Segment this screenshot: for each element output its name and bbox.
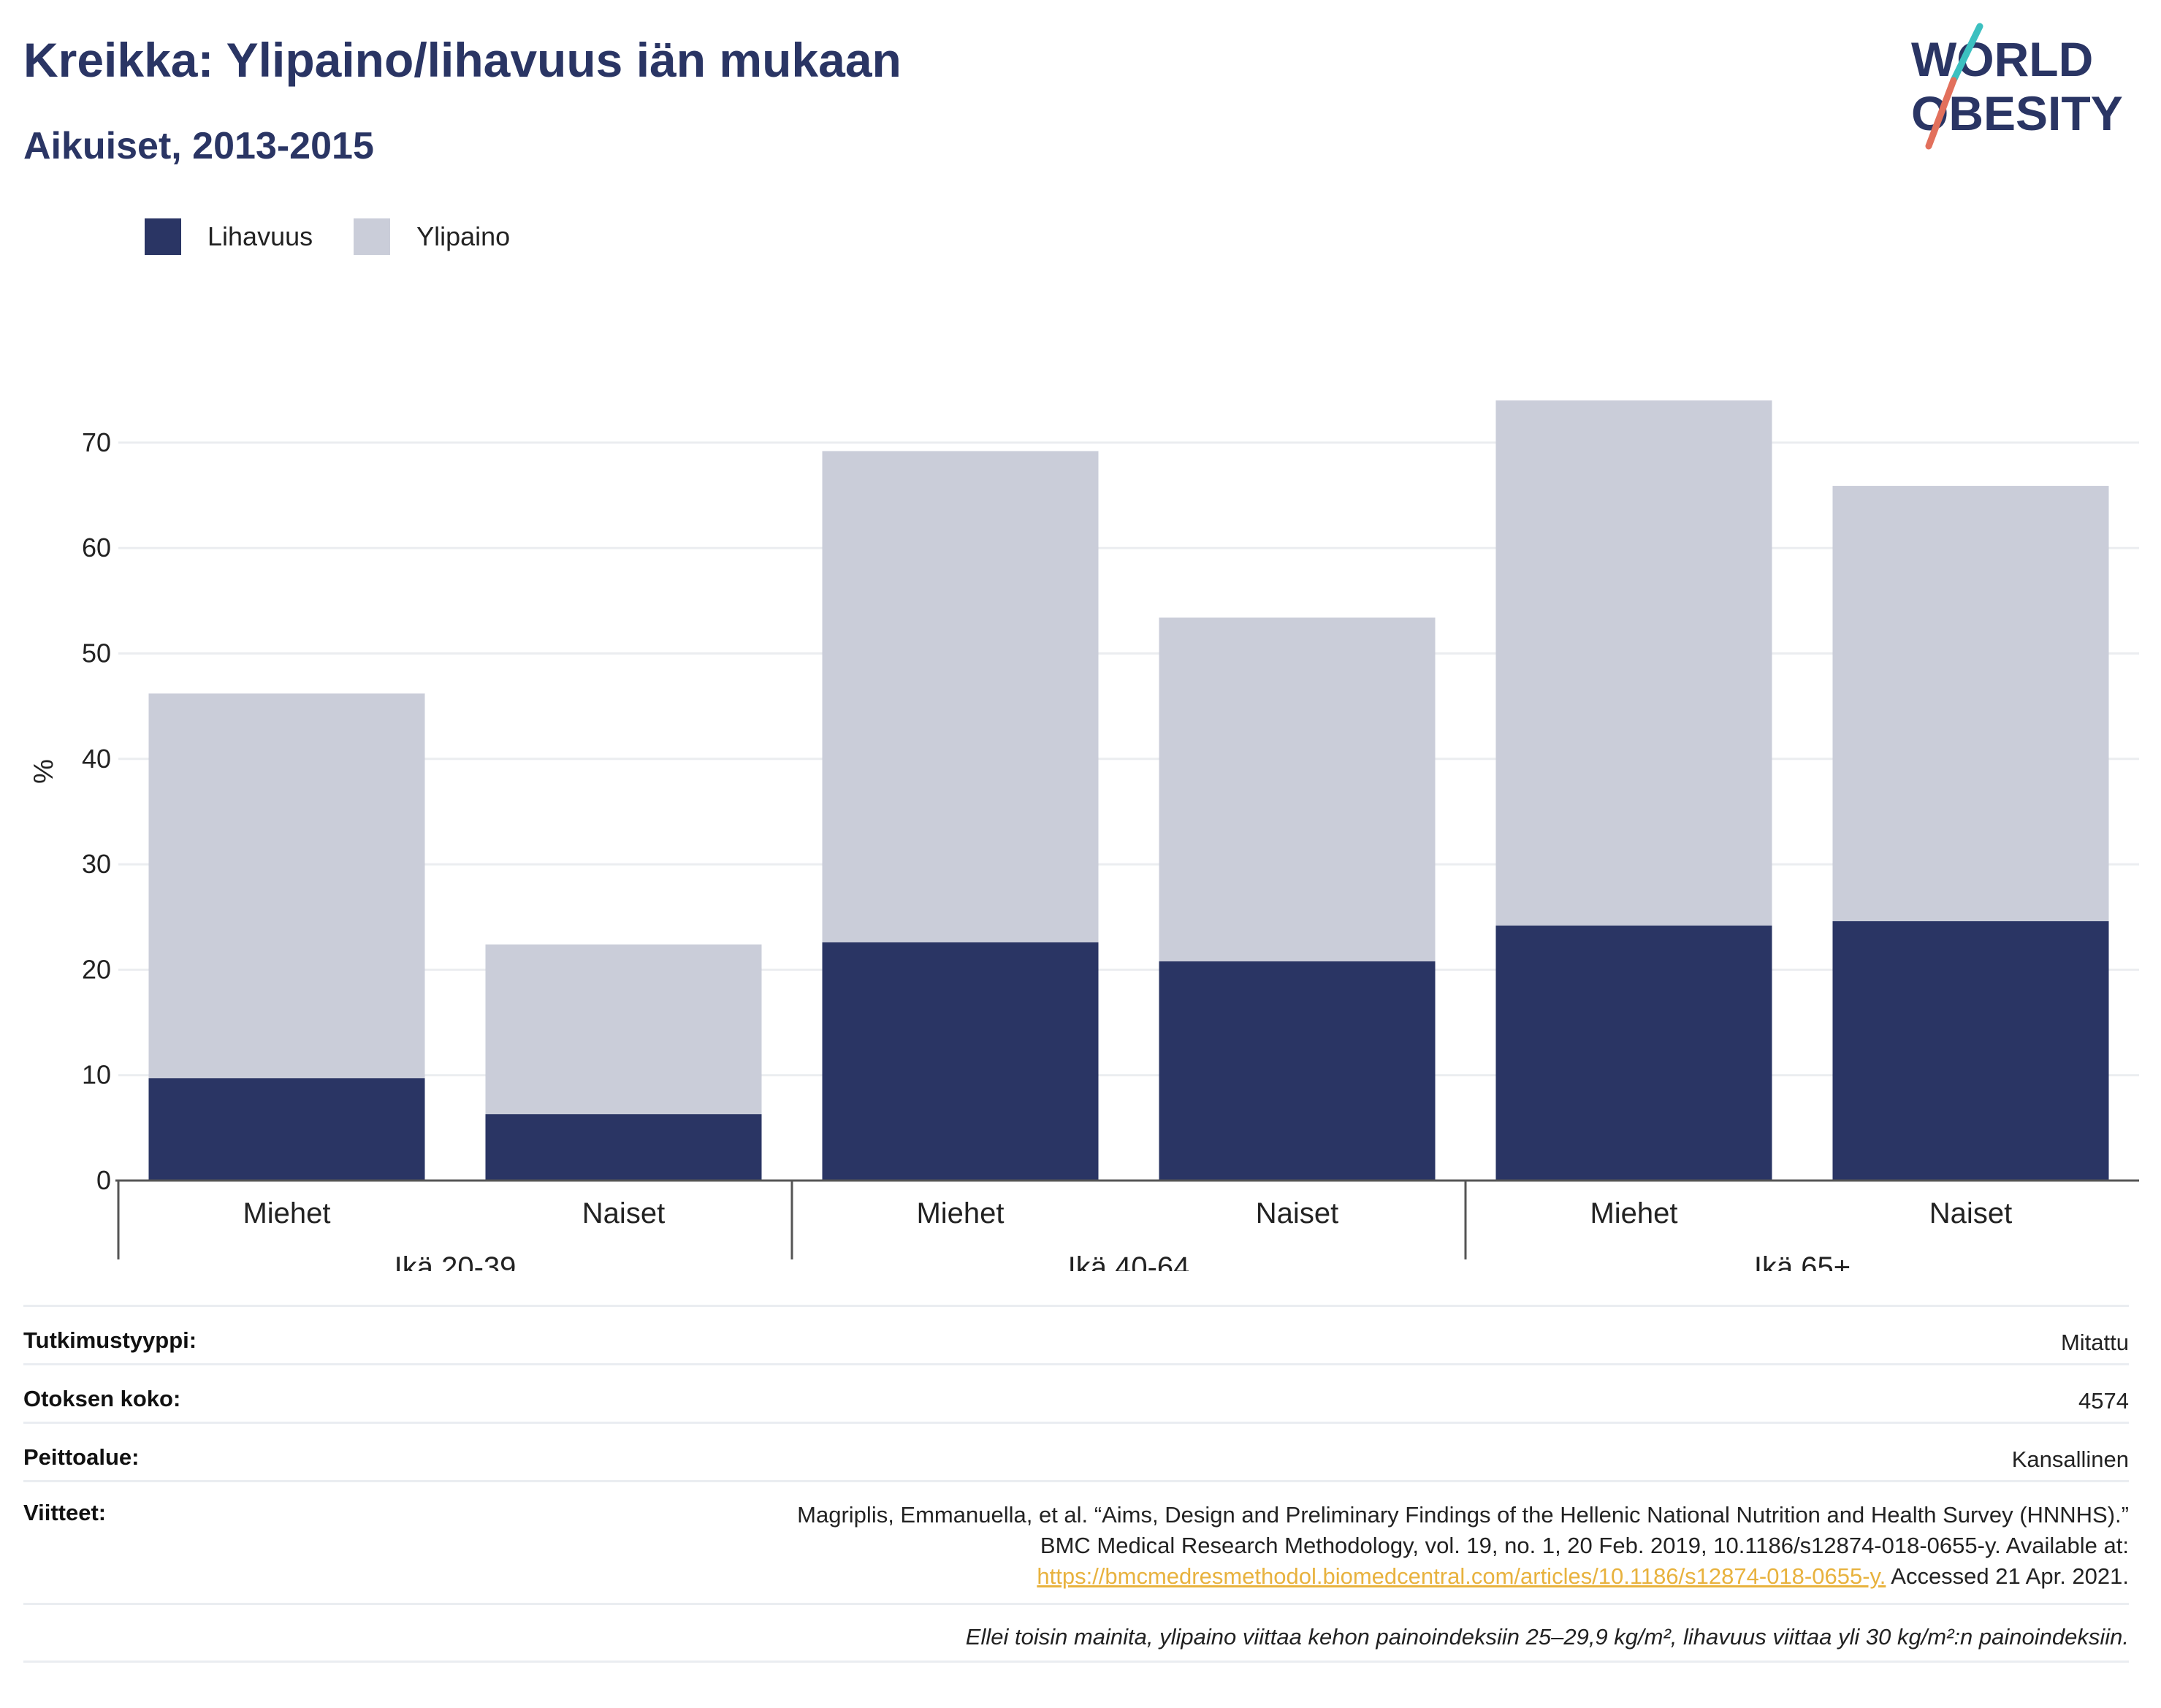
x-tick-label: Miehet [916, 1197, 1004, 1229]
info-label-coverage: Peittoalue: [23, 1444, 140, 1470]
reference-link[interactable]: https://bmcmedresmethodol.biomedcentral.… [1037, 1563, 1886, 1589]
info-row-study-type: Tutkimustyyppi: Mitattu [23, 1305, 2129, 1363]
world-obesity-logo: WORLD OBESITY [1911, 23, 2123, 150]
bar-lihavuus-2 [485, 1114, 762, 1181]
logo-slash-top [1950, 23, 1983, 84]
bar-ylipaino-3 [822, 451, 1099, 942]
bar-ylipaino-4 [1159, 617, 1436, 961]
y-tick-label: 20 [82, 954, 111, 984]
reference-line-1: Magriplis, Emmanuella, et al. “Aims, Des… [797, 1502, 2129, 1528]
x-tick-label: Naiset [1256, 1197, 1338, 1229]
chart-subtitle: Aikuiset, 2013-2015 [23, 125, 374, 167]
group-label: Ikä 65+ [1754, 1251, 1851, 1271]
bar-ylipaino-2 [485, 944, 762, 1115]
bar-lihavuus-3 [822, 942, 1099, 1181]
definition-note: Ellei toisin mainita, ylipaino viittaa k… [23, 1603, 2129, 1663]
bar-ylipaino-1 [148, 693, 425, 1079]
bar-ylipaino-6 [1832, 486, 2109, 922]
bar-lihavuus-1 [148, 1078, 425, 1181]
y-tick-label: 70 [82, 427, 111, 457]
legend-label-ylipaino: Ylipaino [416, 221, 511, 251]
info-value-references: Magriplis, Emmanuella, et al. “Aims, Des… [797, 1500, 2129, 1592]
y-axis-label: % [28, 759, 59, 784]
legend-label-lihavuus: Lihavuus [207, 221, 313, 251]
legend-item-lihavuus[interactable]: Lihavuus [145, 218, 313, 255]
y-tick-label: 0 [96, 1165, 111, 1195]
info-value-study-type: Mitattu [2060, 1330, 2129, 1355]
info-row-sample-size: Otoksen koko: 4574 [23, 1363, 2129, 1422]
reference-line-2: BMC Medical Research Methodology, vol. 1… [1040, 1533, 2129, 1558]
x-tick-label: Miehet [1590, 1197, 1677, 1229]
info-label-sample-size: Otoksen koko: [23, 1386, 181, 1411]
group-label: Ikä 40-64 [1068, 1251, 1190, 1271]
y-tick-label: 60 [82, 533, 111, 563]
logo-slash-bottom [1925, 77, 1957, 150]
bar-lihavuus-6 [1832, 921, 2109, 1181]
info-row-references: Viitteet: Magriplis, Emmanuella, et al. … [23, 1480, 2129, 1603]
bar-lihavuus-4 [1159, 961, 1436, 1181]
y-tick-label: 50 [82, 638, 111, 668]
x-tick-label: Naiset [582, 1197, 665, 1229]
legend-swatch-ylipaino [354, 218, 391, 255]
study-info-table: Tutkimustyyppi: Mitattu Otoksen koko: 45… [23, 1305, 2129, 1663]
y-tick-label: 30 [82, 849, 111, 879]
y-tick-label: 40 [82, 744, 111, 774]
legend-item-ylipaino[interactable]: Ylipaino [354, 218, 510, 255]
reference-accessed: Accessed 21 Apr. 2021. [1886, 1563, 2129, 1589]
chart-legend: Lihavuus Ylipaino [145, 216, 551, 257]
y-tick-label: 10 [82, 1060, 111, 1090]
legend-swatch-lihavuus [145, 218, 181, 255]
info-value-sample-size: 4574 [2078, 1388, 2129, 1414]
info-value-coverage: Kansallinen [2011, 1446, 2129, 1472]
info-label-study-type: Tutkimustyyppi: [23, 1327, 197, 1353]
x-tick-label: Naiset [1929, 1197, 2012, 1229]
bar-ylipaino-5 [1495, 400, 1772, 926]
stacked-bar-chart: 0 10 20 30 40 50 60 70% Miehet Naiset Miehet Naiset… [28, 400, 2139, 1271]
bar-lihavuus-5 [1495, 925, 1772, 1181]
info-row-coverage: Peittoalue: Kansallinen [23, 1422, 2129, 1480]
info-label-references: Viitteet: [23, 1500, 107, 1525]
chart-title: Kreikka: Ylipaino/lihavuus iän mukaan [23, 33, 902, 87]
group-label: Ikä 20-39 [395, 1251, 517, 1271]
x-tick-label: Miehet [243, 1197, 330, 1229]
logo-text-world: WORLD [1911, 32, 2093, 86]
